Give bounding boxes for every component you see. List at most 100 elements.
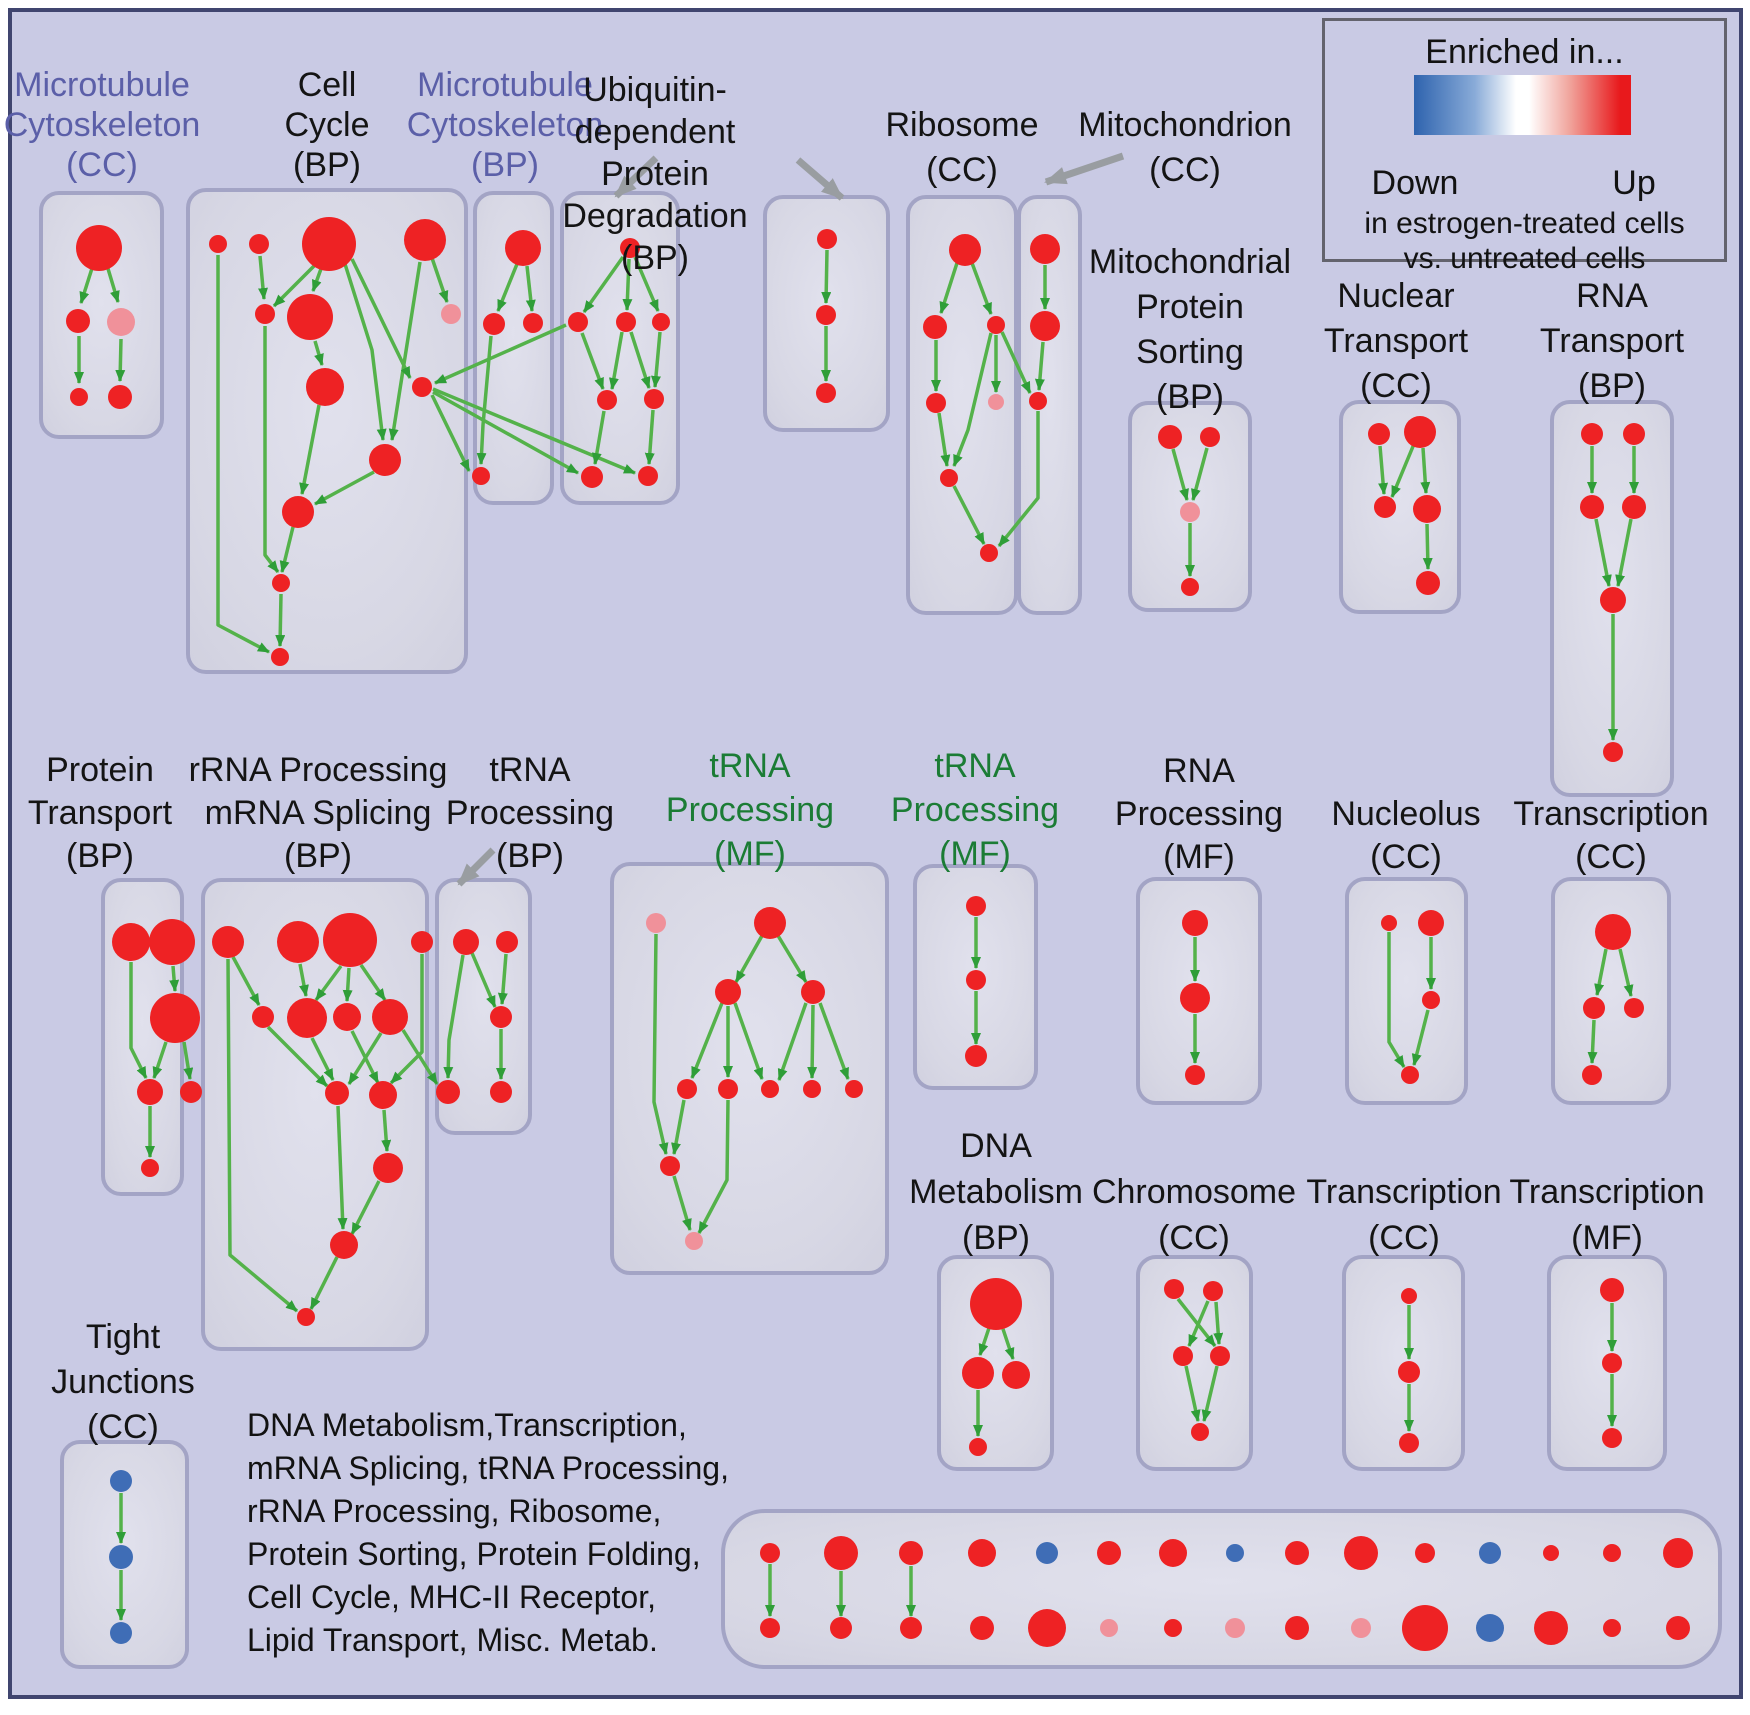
group-label: Processing xyxy=(666,791,834,829)
group-label: Transport xyxy=(28,794,173,832)
group-label: Processing xyxy=(1115,795,1283,833)
go-term-node-up xyxy=(1416,571,1440,595)
go-term-node-up xyxy=(760,1543,780,1563)
edge-arrow xyxy=(697,1099,730,1234)
go-term-node-up xyxy=(1602,1428,1622,1448)
go-term-node-up xyxy=(1602,1353,1622,1373)
group-label: Protein xyxy=(1136,288,1244,326)
go-term-node-up xyxy=(1534,1611,1568,1645)
go-term-node-up xyxy=(970,1616,994,1640)
go-term-node-up xyxy=(369,444,401,476)
group-label: Protein xyxy=(46,751,154,789)
edge-arrow xyxy=(644,409,655,465)
go-term-node-up xyxy=(1413,495,1441,523)
group-label: (BP) xyxy=(621,239,689,277)
go-term-node-up xyxy=(271,648,289,666)
group-label: Metabolism xyxy=(909,1173,1083,1211)
go-term-node-up xyxy=(1158,425,1182,449)
group-label: rRNA Processing xyxy=(189,751,448,789)
go-term-node-up xyxy=(966,970,986,990)
go-term-node-up xyxy=(1097,1541,1121,1565)
go-term-node-up xyxy=(1030,234,1060,264)
go-term-node-up xyxy=(761,1080,779,1098)
go-term-node-up xyxy=(760,1618,780,1638)
go-term-node-weak-up xyxy=(1225,1618,1245,1638)
edge-arrow xyxy=(952,332,993,467)
edge-arrow xyxy=(821,249,832,304)
go-term-node-weak-up xyxy=(685,1232,703,1250)
go-term-node-up xyxy=(108,385,132,409)
edge-arrow xyxy=(1201,1365,1219,1422)
go-term-node-up xyxy=(1029,392,1047,410)
edge-arrow xyxy=(622,258,633,311)
go-term-node-up xyxy=(899,1541,923,1565)
go-term-node-up xyxy=(1401,1288,1417,1304)
go-term-node-up xyxy=(490,1006,512,1028)
edge-arrow xyxy=(1176,1297,1217,1348)
go-term-node-up xyxy=(1595,914,1631,950)
go-term-node-up xyxy=(962,1357,994,1389)
group-label: (BP) xyxy=(284,837,352,875)
edge-arrow xyxy=(633,256,660,312)
group-label: Microtubule xyxy=(417,66,593,104)
edge-arrow xyxy=(1594,948,1608,996)
go-term-node-up xyxy=(306,368,344,406)
legend-up-label: Up xyxy=(1612,164,1656,202)
legend-box: Enriched in... Down Up in estrogen-treat… xyxy=(1322,18,1727,275)
edge-arrow xyxy=(652,933,669,1155)
go-term-node-up xyxy=(966,896,986,916)
edge-arrow xyxy=(115,338,126,382)
edge-arrow xyxy=(343,263,387,441)
edge-arrow xyxy=(443,954,465,1079)
label-pointer-arrow xyxy=(1044,152,1125,186)
go-term-node-up xyxy=(66,309,90,333)
edge-arrow xyxy=(1387,932,1406,1068)
edge-arrow xyxy=(671,1099,686,1155)
edge-arrow xyxy=(1594,518,1612,587)
misc-line: Protein Sorting, Protein Folding, xyxy=(247,1536,701,1572)
edge-arrow xyxy=(350,1180,381,1235)
edge-arrow xyxy=(1184,1365,1201,1422)
go-term-node-down xyxy=(110,1622,132,1644)
misc-line: Lipid Transport, Misc. Metab. xyxy=(247,1622,658,1658)
edge-arrow xyxy=(350,258,412,379)
misc-line: DNA Metabolism,Transcription, xyxy=(247,1407,687,1443)
edge-arrow xyxy=(311,265,324,292)
edge-arrow xyxy=(807,1004,818,1079)
group-label: (CC) xyxy=(66,146,138,184)
edge-arrow xyxy=(525,265,536,312)
edge-arrow xyxy=(388,261,422,441)
group-box-microtubule-cytoskeleton-cc xyxy=(39,191,164,439)
go-term-node-up xyxy=(1182,910,1208,936)
go-term-node-up xyxy=(1666,1616,1690,1640)
go-term-node-up xyxy=(1623,423,1645,445)
edge-arrow xyxy=(216,255,270,654)
edge-arrow xyxy=(1420,447,1431,494)
go-term-node-up xyxy=(987,316,1005,334)
edge-arrow xyxy=(434,323,567,385)
go-term-node-up xyxy=(1422,991,1440,1009)
edge-arrow xyxy=(309,1256,339,1310)
go-term-node-up xyxy=(1663,1538,1693,1568)
go-term-node-up xyxy=(1622,495,1646,519)
go-term-node-up xyxy=(1418,910,1444,936)
group-label: (BP) xyxy=(293,146,361,184)
edge-arrow xyxy=(939,262,959,314)
go-term-node-up xyxy=(490,1081,512,1103)
group-label: DNA xyxy=(960,1127,1032,1165)
group-label: (BP) xyxy=(471,146,539,184)
edge-arrow xyxy=(1390,443,1416,498)
go-term-node-up xyxy=(333,1003,361,1031)
group-label: Mitochondrial xyxy=(1089,243,1291,281)
go-term-node-up xyxy=(715,979,741,1005)
go-term-node-up xyxy=(677,1079,697,1099)
group-label: (MF) xyxy=(939,835,1011,873)
label-pointer-arrow xyxy=(795,157,845,201)
edge-arrow xyxy=(978,1327,991,1356)
edge-arrow xyxy=(381,1109,392,1152)
go-term-node-up xyxy=(369,1081,397,1109)
go-term-node-up xyxy=(923,315,947,339)
edge-arrow xyxy=(582,255,625,314)
go-term-node-up xyxy=(1603,1544,1621,1562)
edge-arrow xyxy=(734,933,765,983)
